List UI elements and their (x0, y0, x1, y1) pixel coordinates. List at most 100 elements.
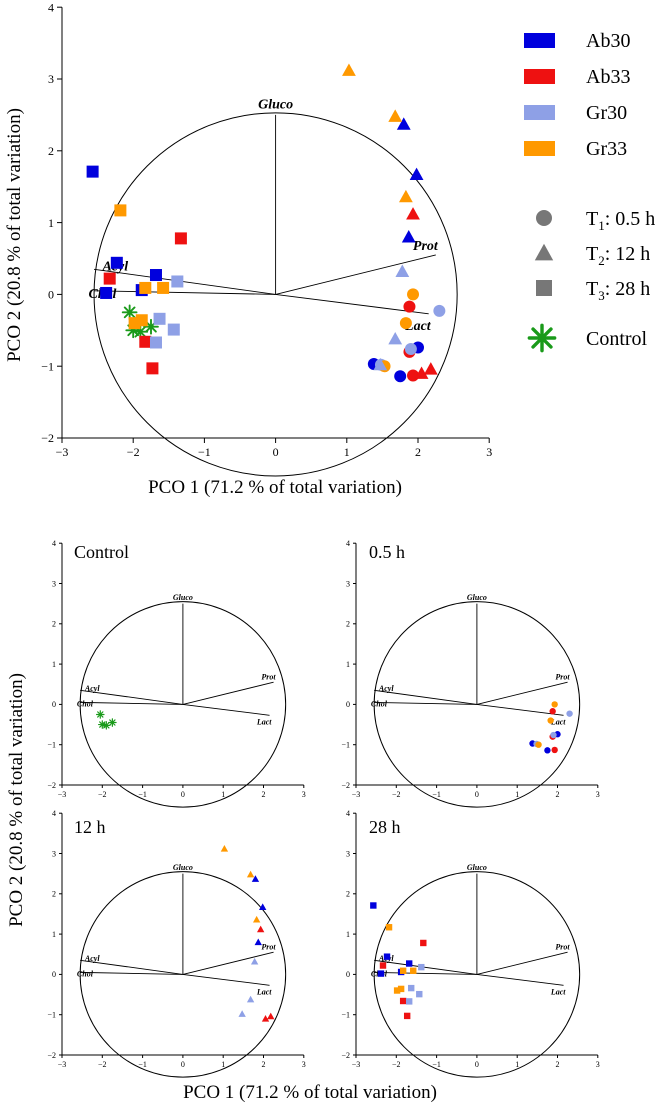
x-tick-label: 1 (344, 445, 350, 459)
point-gr33-square (410, 967, 417, 974)
point-gr30-square (153, 312, 166, 325)
y-tick-label: 0 (346, 970, 350, 979)
vector-acyl (80, 689, 183, 705)
data-points (96, 710, 117, 730)
point-gr33-triangle (252, 915, 261, 923)
panel-circle: −3 −2 −1 0 1 2 3−2−101234GlucoProtLactAcylChol… (341, 539, 600, 808)
vector-label-gluco: Gluco (173, 863, 193, 872)
y-tick-label: −1 (341, 1011, 350, 1020)
x-tick-label: 3 (302, 1060, 306, 1069)
point-gr33-triangle (398, 189, 413, 203)
point-ab30-circle (544, 747, 551, 754)
point-ab33-triangle (414, 366, 429, 379)
x-tick-label: −1 (138, 790, 147, 799)
point-gr33-circle (399, 317, 412, 330)
point-ab30-triangle (251, 875, 260, 882)
point-gr33-triangle (220, 844, 229, 852)
vector-label-acyl: Acyl (84, 684, 100, 693)
x-tick-label: 3 (596, 1060, 600, 1069)
x-tick-label: 0 (273, 445, 279, 459)
correlation-circle (373, 871, 581, 1078)
x-tick-label: 2 (415, 445, 421, 459)
point-gr30-circle (404, 342, 417, 355)
y-tick-label: 4 (48, 0, 54, 14)
y-tick-label: 3 (346, 849, 350, 858)
x-tick-label: −2 (98, 790, 107, 799)
panel-triangle: −3 −2 −1 0 1 2 3−2−101234GlucoProtLactAcylChol… (47, 809, 306, 1078)
y-tick-label: 0 (346, 700, 350, 709)
y-tick-label: −1 (341, 741, 350, 750)
panel-title: Control (74, 542, 129, 562)
vector-label-lact: Lact (256, 987, 272, 996)
y-tick-label: 4 (346, 809, 350, 818)
y-tick-label: 2 (52, 620, 56, 629)
x-tick-label: −2 (392, 1060, 401, 1069)
vector-label-lact: Lact (550, 717, 566, 726)
point-ab30-square (383, 953, 391, 960)
point-ab30-triangle (396, 117, 411, 130)
point-gr33-circle (407, 288, 420, 301)
star-stroke (97, 711, 104, 718)
legend-label-ab33: Ab33 (586, 66, 630, 88)
legend-time-label: T2: 12 h (586, 243, 650, 268)
data-points (370, 902, 427, 1020)
point-gr33-circle (535, 741, 542, 748)
correlation-circle (79, 601, 287, 808)
vector-label-gluco: Gluco (173, 593, 193, 602)
star-stroke (531, 327, 553, 349)
point-ab33-triangle (406, 207, 420, 220)
point-ab33-circle (403, 300, 416, 313)
point-gr30-circle (566, 710, 573, 717)
point-control-star (102, 721, 111, 730)
x-tick-label: −2 (127, 445, 140, 459)
y-tick-label: 0 (48, 288, 54, 302)
vector-label-prot: Prot (261, 672, 276, 681)
vector-prot (182, 681, 274, 705)
correlation-circle (93, 112, 458, 477)
point-gr30-triangle (250, 957, 259, 965)
vector-label-acyl: Acyl (84, 954, 100, 963)
y-tick-label: 2 (346, 890, 350, 899)
point-ab33-circle (549, 708, 556, 715)
x-tick-label: 0 (181, 790, 185, 799)
x-tick-label: 2 (262, 790, 266, 799)
y-tick-label: 2 (52, 890, 56, 899)
x-tick-label: −2 (98, 1060, 107, 1069)
legend: Ab30 Ab33 Gr30 Gr33 T1: 0.5 h T2: 12 h T3: 28 … (524, 30, 655, 353)
star-stroke (123, 306, 136, 319)
panel-title: 12 h (74, 817, 106, 837)
point-gr33-square (385, 924, 393, 931)
x-axis-label-main: PCO 1 (71.2 % of total variation) (148, 477, 402, 498)
legend-swatch-gr30 (524, 105, 555, 120)
point-ab30-triangle (401, 230, 416, 243)
vector-label-prot: Prot (413, 239, 439, 254)
y-axis-label-bottom: PCO 2 (20.8 % of total variation) (6, 673, 27, 927)
y-tick-label: 0 (52, 970, 56, 979)
legend-label-gr30: Gr30 (586, 102, 627, 124)
x-tick-label: 0 (475, 1060, 479, 1069)
point-ab30-square (86, 165, 99, 178)
star-stroke (103, 722, 110, 729)
point-ab33-circle (551, 746, 558, 754)
legend-label-gr33: Gr33 (586, 138, 627, 160)
legend-label-ab30: Ab30 (586, 30, 630, 52)
vector-lact (275, 293, 429, 315)
y-tick-label: −2 (41, 431, 54, 445)
vector-acyl (93, 268, 276, 295)
vector-label-gluco: Gluco (467, 593, 487, 602)
x-tick-label: 3 (302, 790, 306, 799)
vector-label-prot: Prot (555, 672, 570, 681)
point-gr30-triangle (238, 1010, 246, 1017)
point-control-star (121, 304, 138, 321)
point-gr33-triangle (246, 870, 255, 878)
point-ab30-square (100, 286, 113, 299)
legend-marker-triangle (534, 243, 554, 261)
point-gr33-square (393, 987, 401, 994)
vector-label-prot: Prot (555, 942, 570, 951)
point-control-star (108, 718, 117, 727)
point-gr30-circle (550, 731, 557, 739)
vector-prot (275, 254, 436, 295)
point-ab30-triangle (259, 903, 267, 911)
y-tick-label: 0 (52, 700, 56, 709)
